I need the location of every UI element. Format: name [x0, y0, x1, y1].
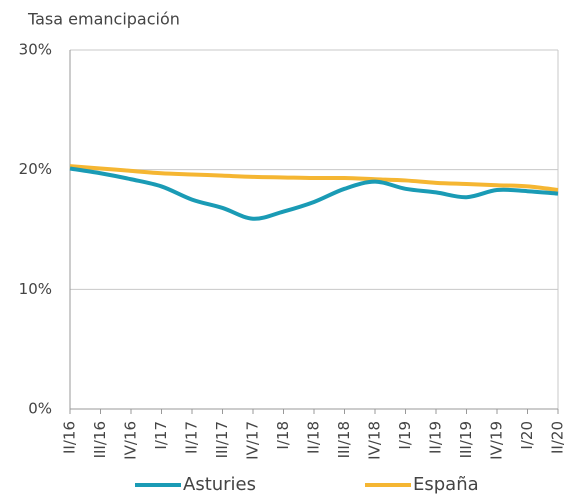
x-tick-label: IV/19 [488, 421, 506, 460]
line-series [69, 166, 559, 221]
x-tick-label: III/19 [457, 421, 475, 458]
x-tick-label: I/18 [274, 421, 292, 450]
x-tick-label: I/19 [396, 421, 414, 450]
x-tick-label: I/20 [518, 421, 536, 450]
x-tick-label: III/17 [213, 421, 231, 458]
x-tick-label: III/16 [91, 421, 109, 458]
y-tick-label: 0% [28, 400, 52, 418]
legend-label: Asturies [183, 474, 256, 494]
x-tick-label: II/20 [549, 421, 567, 454]
line-series [69, 164, 559, 192]
x-tick-label: IV/17 [244, 421, 262, 460]
x-tick-label: II/18 [305, 421, 323, 454]
y-tick-label: 30% [19, 41, 52, 59]
y-tick-label: 20% [19, 160, 52, 178]
chart-title: Tasa emancipación [27, 10, 180, 29]
x-tick-label: IV/18 [366, 421, 384, 460]
x-tick-label: II/16 [61, 421, 79, 454]
legend-label: España [413, 474, 479, 494]
x-tick-label: II/17 [183, 421, 201, 454]
x-tick-label: IV/16 [122, 421, 140, 460]
x-tick-label: II/19 [427, 421, 445, 454]
x-tick-label: III/18 [335, 421, 353, 458]
y-tick-label: 10% [19, 280, 52, 298]
x-tick-label: I/17 [152, 421, 170, 450]
